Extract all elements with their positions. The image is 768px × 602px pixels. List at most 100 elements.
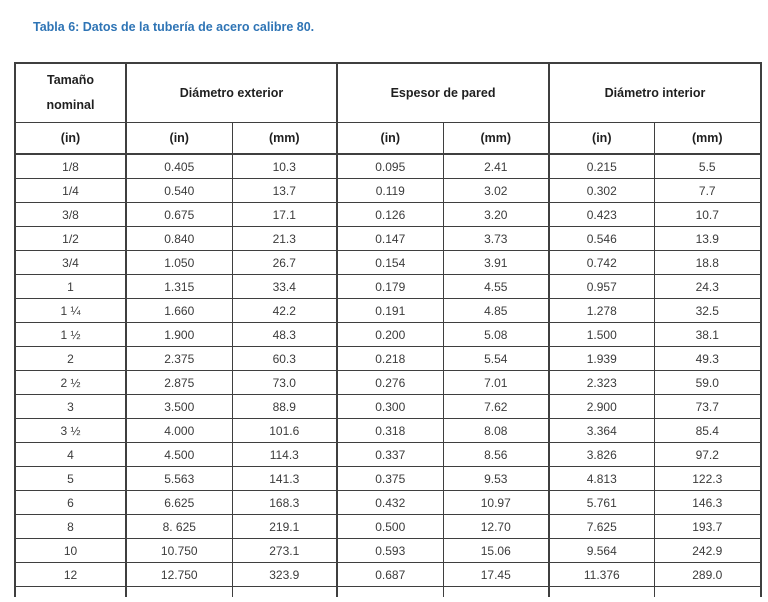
header-outer-diameter: Diámetro exterior xyxy=(124,62,338,123)
table-cell: 49.3 xyxy=(653,346,762,371)
table-cell: 0.302 xyxy=(548,178,655,203)
table-cell: 9.53 xyxy=(442,466,550,491)
table-cell: 0.200 xyxy=(336,322,444,347)
table-cell: 0.500 xyxy=(336,514,444,539)
table-cell: 3.364 xyxy=(548,418,655,443)
table-cell: 3 xyxy=(14,394,127,419)
table-cell: 10.3 xyxy=(231,153,338,179)
table-caption: Tabla 6: Datos de la tubería de acero ca… xyxy=(33,20,315,34)
table-cell: 0.432 xyxy=(336,490,444,515)
table-cell: 242.9 xyxy=(653,538,762,563)
table-row: 4 4.500 114.3 0.337 8.56 3.826 97.2 xyxy=(14,442,762,467)
table-cell: 1.278 xyxy=(548,298,655,323)
table-cell: 85.4 xyxy=(653,418,762,443)
pipe-data-table: Tamaño nominal Diámetro exterior Espesor… xyxy=(14,62,762,597)
table-row: 2 2.375 60.3 0.218 5.54 1.939 49.3 xyxy=(14,346,762,371)
table-cell: 1/2 xyxy=(14,226,127,251)
table-cell: 5.5 xyxy=(653,153,762,179)
table-cell: 12.750 xyxy=(125,562,233,587)
table-cell: 1.900 xyxy=(125,322,233,347)
table-cell: 0.540 xyxy=(125,178,233,203)
table-cell: 60.3 xyxy=(231,346,338,371)
table-cell: 1.315 xyxy=(125,274,233,299)
table-cell: 3.826 xyxy=(548,442,655,467)
table-cell: 0.957 xyxy=(548,274,655,299)
table-cell: 0.154 xyxy=(336,250,444,275)
table-cell: 6.625 xyxy=(125,490,233,515)
table-cell: 9.564 xyxy=(548,538,655,563)
unit-header: (in) xyxy=(336,122,444,155)
table-cell: 7.62 xyxy=(442,394,550,419)
table-row: 5 5.563 141.3 0.375 9.53 4.813 122.3 xyxy=(14,466,762,491)
table-cell: 24.3 xyxy=(653,274,762,299)
table-row: 1/4 0.540 13.7 0.119 3.02 0.302 7.7 xyxy=(14,178,762,203)
table-cell: 2.323 xyxy=(548,370,655,395)
table-cell xyxy=(14,586,127,597)
table-cell xyxy=(336,586,444,597)
table-cell: 3.20 xyxy=(442,202,550,227)
table-cell: 0.337 xyxy=(336,442,444,467)
table-cell: 12 xyxy=(14,562,127,587)
table-cell: 0.218 xyxy=(336,346,444,371)
table-cell: 18.8 xyxy=(653,250,762,275)
table-row: 1 1.315 33.4 0.179 4.55 0.957 24.3 xyxy=(14,274,762,299)
header-inner-diameter: Diámetro interior xyxy=(548,62,762,123)
table-cell: 5.761 xyxy=(548,490,655,515)
table-row: 10 10.750 273.1 0.593 15.06 9.564 242.9 xyxy=(14,538,762,563)
table-cell: 21.3 xyxy=(231,226,338,251)
table-cell: 0.276 xyxy=(336,370,444,395)
table-cell: 7.7 xyxy=(653,178,762,203)
unit-header: (in) xyxy=(548,122,655,155)
table-cell: 1.500 xyxy=(548,322,655,347)
table-cell: 4.85 xyxy=(442,298,550,323)
table-cell: 13.7 xyxy=(231,178,338,203)
table-cell xyxy=(125,586,233,597)
table-cell: 0.742 xyxy=(548,250,655,275)
unit-header: (mm) xyxy=(653,122,762,155)
table-cell: 0.375 xyxy=(336,466,444,491)
table-cell: 168.3 xyxy=(231,490,338,515)
table-cell: 3.73 xyxy=(442,226,550,251)
table-cell: 323.9 xyxy=(231,562,338,587)
table-cell: 8. 625 xyxy=(125,514,233,539)
table-row: 3/8 0.675 17.1 0.126 3.20 0.423 10.7 xyxy=(14,202,762,227)
table-cell: 3 ½ xyxy=(14,418,127,443)
table-cell: 2.41 xyxy=(442,153,550,179)
table-cell: 4.813 xyxy=(548,466,655,491)
table-container: Tamaño nominal Diámetro exterior Espesor… xyxy=(14,62,762,602)
table-row: 12 12.750 323.9 0.687 17.45 11.376 289.0 xyxy=(14,562,762,587)
table-cell: 4 xyxy=(14,442,127,467)
header-wall-thickness: Espesor de pared xyxy=(336,62,550,123)
table-cell: 141.3 xyxy=(231,466,338,491)
table-cell: 8.08 xyxy=(442,418,550,443)
table-cell: 0.119 xyxy=(336,178,444,203)
table-cell: 0.300 xyxy=(336,394,444,419)
table-row: 1/8 0.405 10.3 0.095 2.41 0.215 5.5 xyxy=(14,153,762,179)
table-cell: 10.7 xyxy=(653,202,762,227)
table-cell: 8 xyxy=(14,514,127,539)
table-cell: 114.3 xyxy=(231,442,338,467)
table-cell: 73.0 xyxy=(231,370,338,395)
table-cell: 0.840 xyxy=(125,226,233,251)
table-cell: 2 ½ xyxy=(14,370,127,395)
table-header: Tamaño nominal Diámetro exterior Espesor… xyxy=(14,62,762,155)
table-cell: 2.875 xyxy=(125,370,233,395)
unit-header: (in) xyxy=(14,122,127,155)
table-cell xyxy=(442,586,550,597)
table-cell: 11.376 xyxy=(548,562,655,587)
table-cell: 101.6 xyxy=(231,418,338,443)
unit-header: (mm) xyxy=(231,122,338,155)
table-cell: 5.08 xyxy=(442,322,550,347)
table-cell: 0.179 xyxy=(336,274,444,299)
table-cell: 219.1 xyxy=(231,514,338,539)
table-cell: 2 xyxy=(14,346,127,371)
table-cell: 4.55 xyxy=(442,274,550,299)
table-cell: 0.675 xyxy=(125,202,233,227)
table-cell: 1 ½ xyxy=(14,322,127,347)
table-cell: 1 ¼ xyxy=(14,298,127,323)
table-row: 3 ½ 4.000 101.6 0.318 8.08 3.364 85.4 xyxy=(14,418,762,443)
table-cell: 146.3 xyxy=(653,490,762,515)
table-cell xyxy=(653,586,762,597)
cropped-row xyxy=(14,586,762,597)
